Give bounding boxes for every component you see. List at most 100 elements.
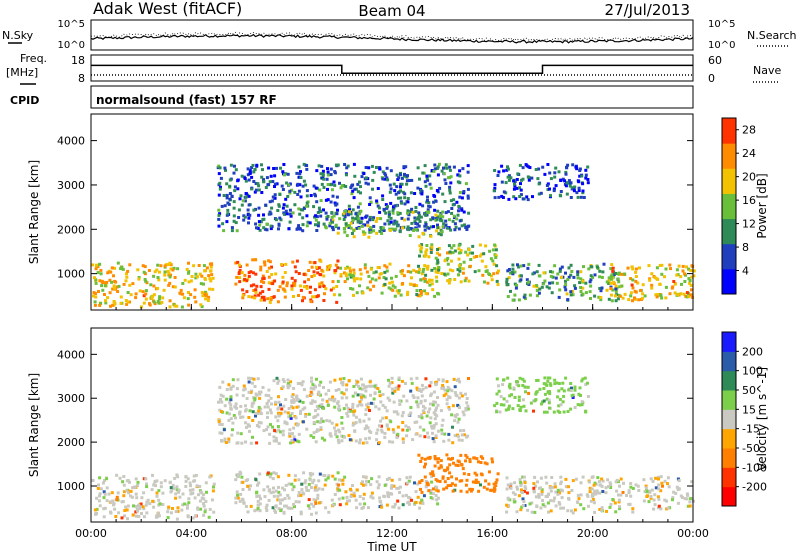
heatmap-cell bbox=[382, 276, 386, 279]
heatmap-cell bbox=[425, 414, 429, 418]
heatmap-cell bbox=[255, 284, 259, 288]
heatmap-cell bbox=[486, 281, 490, 285]
heatmap-cell bbox=[308, 506, 312, 510]
heatmap-cell bbox=[412, 396, 416, 399]
heatmap-cell bbox=[457, 247, 461, 251]
heatmap-cell bbox=[459, 453, 463, 457]
heatmap-cell bbox=[97, 483, 100, 487]
heatmap-cell bbox=[349, 487, 352, 491]
heatmap-cell bbox=[432, 426, 436, 430]
heatmap-cell bbox=[190, 275, 194, 278]
heatmap-cell bbox=[250, 175, 254, 179]
heatmap-cell bbox=[656, 293, 660, 296]
heatmap-cell bbox=[690, 275, 694, 279]
heatmap-cell bbox=[567, 485, 570, 489]
heatmap-cell bbox=[194, 473, 198, 477]
heatmap-cell bbox=[456, 213, 460, 217]
heatmap-cell bbox=[543, 504, 547, 508]
heatmap-cell bbox=[542, 387, 546, 390]
heatmap-cell bbox=[348, 438, 352, 442]
heatmap-cell bbox=[265, 428, 268, 432]
heatmap-cell bbox=[528, 166, 532, 169]
heatmap-cell bbox=[378, 496, 382, 500]
heatmap-cell bbox=[533, 475, 537, 479]
heatmap-cell bbox=[616, 272, 620, 276]
heatmap-cell bbox=[657, 477, 660, 481]
heatmap-cell bbox=[537, 291, 541, 295]
heatmap-cell bbox=[614, 272, 618, 275]
heatmap-cell bbox=[317, 390, 321, 394]
heatmap-cell bbox=[446, 272, 450, 276]
heatmap-cell bbox=[449, 175, 453, 179]
heatmap-cell bbox=[433, 412, 437, 416]
heatmap-cell bbox=[244, 404, 247, 408]
heatmap-cell bbox=[540, 285, 544, 289]
heatmap-cell bbox=[323, 474, 327, 477]
x-tick-label: 16:00 bbox=[476, 527, 508, 540]
heatmap-cell bbox=[262, 178, 265, 182]
heatmap-cell bbox=[393, 189, 397, 193]
heatmap-cell bbox=[325, 217, 329, 221]
heatmap-cell bbox=[267, 275, 271, 279]
heatmap-cell bbox=[97, 290, 100, 293]
heatmap-cell bbox=[629, 277, 633, 281]
heatmap-cell bbox=[442, 272, 446, 276]
heatmap-cell bbox=[631, 267, 635, 271]
heatmap-cell bbox=[220, 423, 224, 426]
heatmap-cell bbox=[313, 288, 317, 292]
heatmap-cell bbox=[421, 231, 425, 235]
heatmap-cell bbox=[558, 267, 562, 271]
heatmap-cell bbox=[377, 483, 381, 487]
heatmap-cell bbox=[683, 280, 687, 283]
heatmap-cell bbox=[506, 167, 510, 171]
heatmap-cell bbox=[129, 489, 133, 493]
heatmap-cell bbox=[600, 286, 604, 290]
heatmap-cell bbox=[225, 193, 229, 197]
heatmap-cell bbox=[355, 277, 359, 281]
heatmap-cell bbox=[369, 267, 373, 271]
heatmap-cell bbox=[577, 392, 581, 396]
heatmap-cell bbox=[396, 387, 400, 391]
heatmap-cell bbox=[372, 397, 376, 401]
heatmap-cell bbox=[379, 500, 383, 504]
heatmap-cell bbox=[431, 487, 435, 491]
heatmap-cell bbox=[611, 288, 615, 292]
heatmap-cell bbox=[287, 482, 291, 486]
heatmap-cell bbox=[301, 380, 305, 384]
heatmap-cell bbox=[406, 227, 410, 231]
heatmap-cell bbox=[256, 412, 260, 416]
heatmap-cell bbox=[510, 393, 513, 397]
heatmap-cell bbox=[479, 461, 483, 464]
heatmap-cell bbox=[296, 382, 300, 385]
heatmap-cell bbox=[546, 379, 550, 383]
heatmap-cell bbox=[302, 471, 306, 475]
heatmap-cell bbox=[537, 495, 541, 499]
heatmap-cell bbox=[391, 209, 395, 213]
heatmap-cell bbox=[374, 270, 378, 274]
heatmap-cell bbox=[352, 271, 356, 275]
heatmap-cell bbox=[340, 421, 344, 425]
heatmap-cell bbox=[348, 499, 351, 503]
heatmap-cell bbox=[424, 292, 428, 296]
heatmap-cell bbox=[592, 501, 596, 505]
heatmap-cell bbox=[517, 395, 521, 399]
heatmap-cell bbox=[443, 388, 447, 392]
heatmap-cell bbox=[424, 386, 428, 390]
heatmap-cell bbox=[217, 193, 221, 197]
heatmap-cell bbox=[338, 377, 342, 381]
heatmap-cell bbox=[570, 394, 574, 398]
heatmap-cell bbox=[180, 508, 184, 512]
heatmap-cell bbox=[374, 405, 378, 409]
heatmap-cell bbox=[397, 376, 401, 380]
heatmap-cell bbox=[369, 226, 373, 230]
heatmap-cell bbox=[556, 492, 560, 496]
heatmap-cell bbox=[400, 176, 404, 180]
heatmap-cell bbox=[586, 395, 590, 398]
heatmap-cell bbox=[442, 487, 446, 491]
heatmap-cell bbox=[559, 275, 563, 279]
heatmap-cell bbox=[314, 501, 318, 505]
heatmap-cell bbox=[371, 496, 375, 500]
heatmap-cell bbox=[244, 195, 248, 199]
heatmap-cell bbox=[436, 271, 440, 274]
heatmap-cell bbox=[298, 399, 302, 403]
